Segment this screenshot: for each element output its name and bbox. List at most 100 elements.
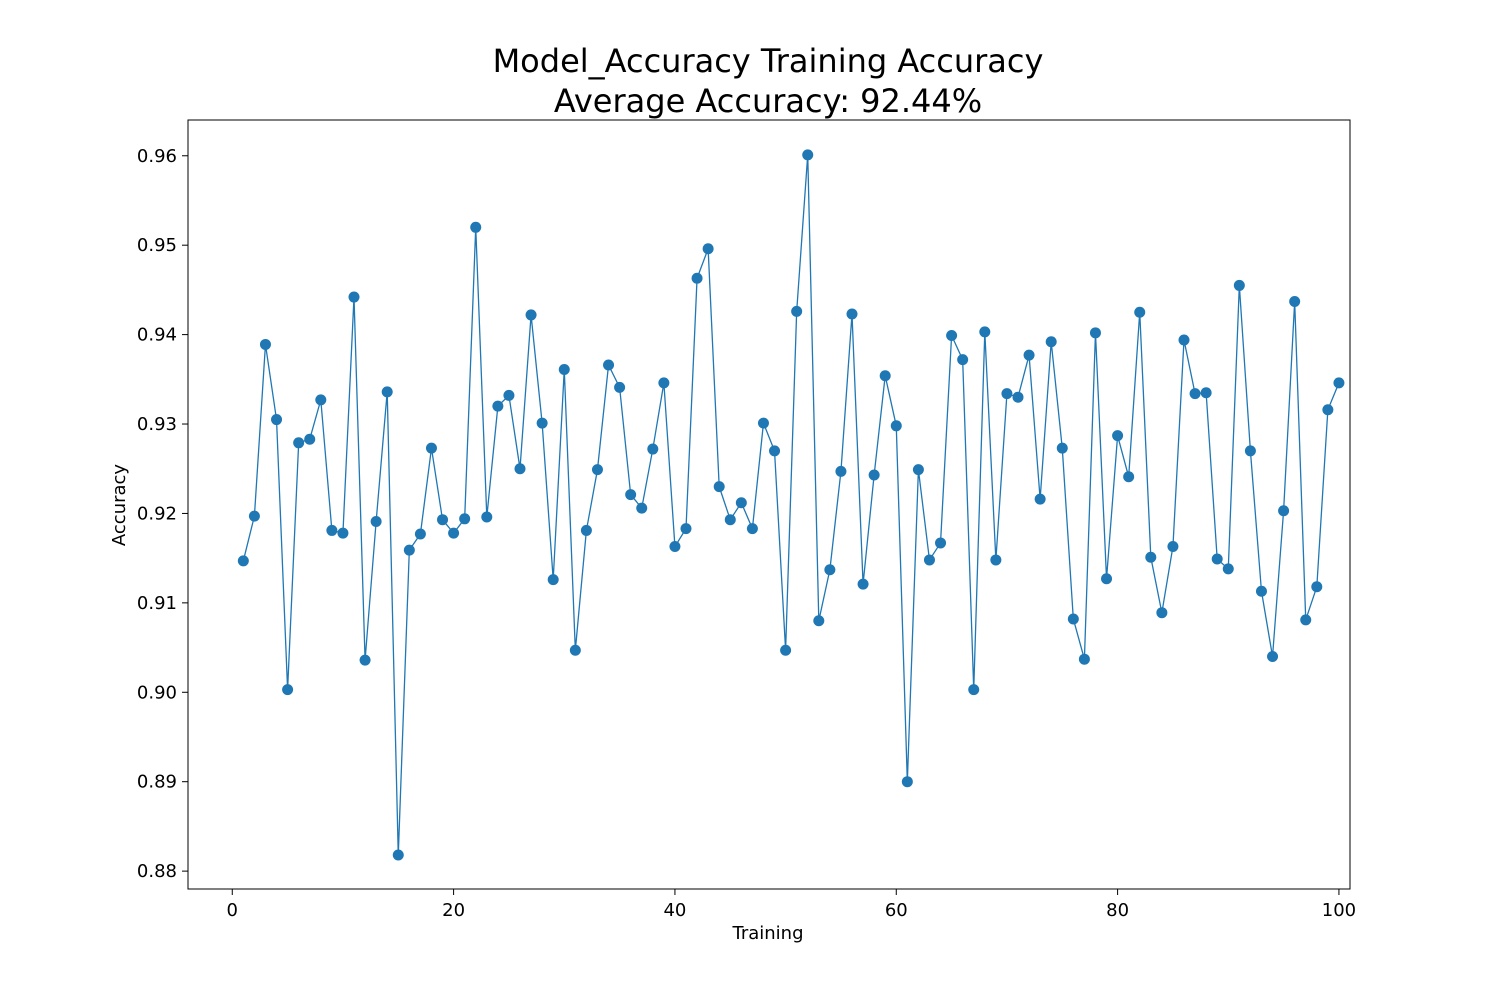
data-point [813,615,825,627]
data-point [791,305,803,317]
x-tick-label: 0 [227,900,238,921]
y-tick-label: 0.93 [137,414,177,435]
data-point [1267,651,1279,663]
data-point [680,523,692,535]
data-point [691,272,703,284]
data-point [370,515,382,527]
y-tick-label: 0.94 [137,325,177,346]
data-point [1289,296,1301,308]
data-point [912,464,924,476]
data-point [1200,387,1212,399]
data-point [315,394,327,406]
series-layer [237,149,1345,861]
data-point [1134,306,1146,318]
data-point [392,849,404,861]
data-point [381,386,393,398]
data-point [835,465,847,477]
data-point [868,469,880,481]
data-point [470,221,482,233]
data-point [780,644,792,656]
data-point [425,442,437,454]
data-point [481,511,493,523]
chart-subtitle: Average Accuracy: 92.44% [554,82,982,120]
data-point [337,527,349,539]
data-point [448,527,460,539]
y-tick-label: 0.90 [137,682,177,703]
data-point [1300,614,1312,626]
data-point [603,359,615,371]
x-tick-label: 20 [442,900,465,921]
y-axis-ticks: 0.88 0.89 0.90 0.91 0.92 0.93 0.94 0.95 0.96 [137,146,188,882]
data-point [1123,471,1135,483]
data-point [503,389,515,401]
data-point [1322,404,1334,416]
data-point [1311,581,1323,593]
data-point [1145,551,1157,563]
data-point [857,578,869,590]
data-point [669,541,681,553]
data-point [1333,377,1345,389]
data-point [348,291,360,303]
data-point [1233,279,1245,291]
y-tick-label: 0.89 [137,772,177,793]
data-point [248,510,260,522]
data-point [824,564,836,576]
data-point [946,329,958,341]
data-point [1034,493,1046,505]
y-tick-label: 0.88 [137,861,177,882]
data-point [558,363,570,375]
x-tick-label: 60 [885,900,908,921]
data-point [359,654,371,666]
data-point [1167,541,1179,553]
x-axis-ticks: 0 20 40 60 80 100 [227,889,1356,921]
data-point [591,464,603,476]
data-point [304,433,316,445]
data-point [990,554,1002,566]
data-point [757,417,769,429]
data-point [614,381,626,393]
y-tick-label: 0.96 [137,146,177,167]
data-point [901,776,913,788]
data-point [1222,563,1234,575]
y-tick-label: 0.92 [137,503,177,524]
data-point [1067,613,1079,625]
data-point [968,684,980,696]
data-point [735,497,747,509]
data-point [1012,391,1024,403]
data-point [259,338,271,350]
data-point [1112,430,1124,442]
data-point [293,437,305,449]
series-line [242,154,1340,856]
data-point [1211,553,1223,565]
data-point [437,514,449,526]
data-point [326,524,338,536]
chart-title: Model_Accuracy Training Accuracy [493,42,1044,80]
data-point [1089,327,1101,339]
data-point [271,414,283,426]
data-point [569,644,581,656]
x-axis-label: Training [731,923,803,944]
data-point [282,684,294,696]
data-point [1189,388,1201,400]
data-point [237,555,249,567]
data-point [769,445,781,457]
data-point [658,377,670,389]
data-point [746,523,758,535]
y-tick-label: 0.91 [137,593,177,614]
data-point [957,354,969,366]
data-point [879,370,891,382]
data-point [890,420,902,432]
data-point [1101,573,1113,585]
data-point [547,574,559,586]
data-point [492,400,504,412]
data-point [414,528,426,540]
data-point [713,481,725,493]
data-point [1244,445,1256,457]
y-tick-label: 0.95 [137,235,177,256]
data-point [1178,334,1190,346]
x-tick-label: 100 [1322,900,1356,921]
data-point [1078,653,1090,665]
data-point [1255,585,1267,597]
